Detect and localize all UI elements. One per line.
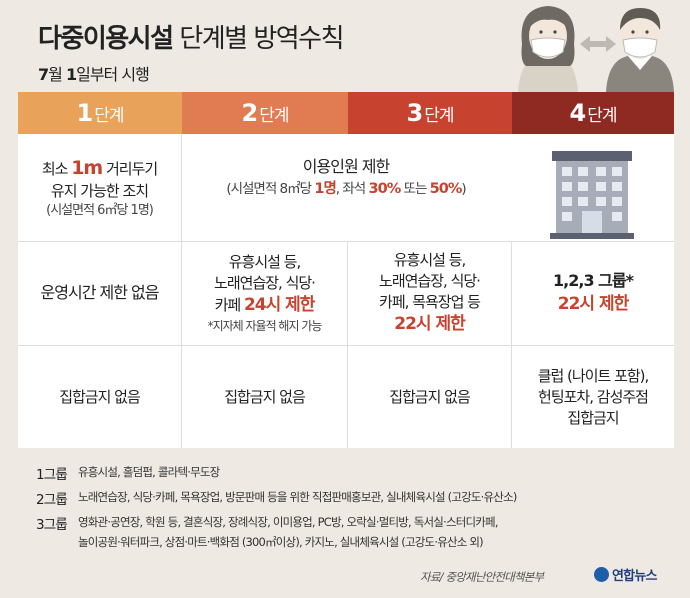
stage-4-hours: 1,2,3 그룹* 22시 제한 [512, 242, 674, 345]
distancing-note: (시설면적 6㎡당 1명) [46, 203, 154, 219]
yonhap-logo: 연합뉴스 [594, 565, 657, 584]
stage-4-header: 4 단계 [512, 92, 674, 134]
stage-4-label: 단계 [587, 105, 617, 126]
capacity-title: 이용인원 제한 [302, 157, 390, 177]
stage-1-header: 1 단계 [18, 92, 182, 134]
stage-table: 1 단계 2 단계 3 단계 4 단계 최소 1m 거리두기 유지 가능한 조치 (시설… [18, 92, 674, 448]
subtitle-month-unit: 월 [48, 65, 63, 84]
subtitle-month: 7 [38, 65, 49, 84]
subtitle-day-unit: 일부터 시행 [76, 65, 150, 84]
stage-2-number: 2 [241, 99, 259, 127]
gathering-row: 집합금지 없음 집합금지 없음 집합금지 없음 클럽 (나이트 포함), 헌팅포… [18, 346, 674, 448]
stage-2-4-capacity: 이용인원 제한 (시설면적 8㎡당 1명, 좌석 30% 또는 50%) [182, 134, 674, 241]
stage-2-gathering: 집합금지 없음 [182, 346, 348, 448]
distancing-line2: 유지 가능한 조치 [50, 182, 149, 201]
legend-group-1: 1그룹 유흥시설, 홀덤펍, 콜라텍·무도장 [36, 465, 220, 483]
stage-3-number: 3 [406, 99, 424, 127]
stage-2-label: 단계 [259, 105, 289, 126]
stage-3-hours: 유흥시설 등, 노래연습장, 식당· 카페, 목욕장업 등 22시 제한 [348, 242, 512, 345]
legend-group-2: 2그룹 노래연습장, 식당·카페, 목욕장업, 방문판매 등을 위한 직접판매홍… [36, 490, 517, 508]
page-title: 다중이용시설 단계별 방역수칙 [38, 18, 345, 55]
subtitle-day: 1 [65, 65, 77, 84]
title-strong: 다중이용시설 [38, 24, 174, 54]
title-weak: 단계별 방역수칙 [179, 24, 344, 54]
stage-header-row: 1 단계 2 단계 3 단계 4 단계 [18, 92, 674, 134]
stage-4-gathering: 클럽 (나이트 포함), 헌팅포차, 감성주점 집합금지 [512, 346, 674, 448]
stage-4-number: 4 [569, 99, 587, 127]
building-icon [550, 150, 634, 239]
stage-1-distancing: 최소 1m 거리두기 유지 가능한 조치 (시설면적 6㎡당 1명) [18, 134, 182, 241]
stage-1-hours: 운영시간 제한 없음 [18, 242, 182, 345]
stage-3-header: 3 단계 [348, 92, 512, 134]
hours-row: 운영시간 제한 없음 유흥시설 등, 노래연습장, 식당· 카페 24시 제한 … [18, 242, 674, 346]
masked-people-icon [518, 6, 674, 92]
yonhap-logo-icon [594, 567, 609, 582]
distancing-row: 최소 1m 거리두기 유지 가능한 조치 (시설면적 6㎡당 1명) 이용인원 … [18, 134, 674, 242]
page-subtitle: 7월 1일부터 시행 [38, 61, 150, 85]
stage-2-hours: 유흥시설 등, 노래연습장, 식당· 카페 24시 제한 *지자체 자율적 해지… [182, 242, 348, 345]
legend-group-3: 3그룹 영화관·공연장, 학원 등, 결혼식장, 장례식장, 이미용업, PC방… [36, 515, 499, 549]
group-legend: 1그룹 유흥시설, 홀덤펍, 콜라텍·무도장 2그룹 노래연습장, 식당·카페,… [18, 453, 674, 585]
stage-3-gathering: 집합금지 없음 [348, 346, 512, 448]
stage-3-label: 단계 [424, 105, 454, 126]
header: 다중이용시설 단계별 방역수칙 7월 1일부터 시행 [0, 0, 690, 92]
distancing-line1: 최소 1m 거리두기 [41, 156, 158, 179]
stage-1-label: 단계 [94, 105, 124, 126]
stage-1-number: 1 [76, 99, 94, 127]
stage-1-gathering: 집합금지 없음 [18, 346, 182, 448]
hours-note: *지자체 자율적 해지 가능 [207, 319, 323, 333]
source-credit: 자료/ 중앙재난안전대책본부 [420, 570, 544, 584]
capacity-note: (시설면적 8㎡당 1명, 좌석 30% 또는 50%) [226, 180, 466, 197]
stage-2-header: 2 단계 [182, 92, 348, 134]
